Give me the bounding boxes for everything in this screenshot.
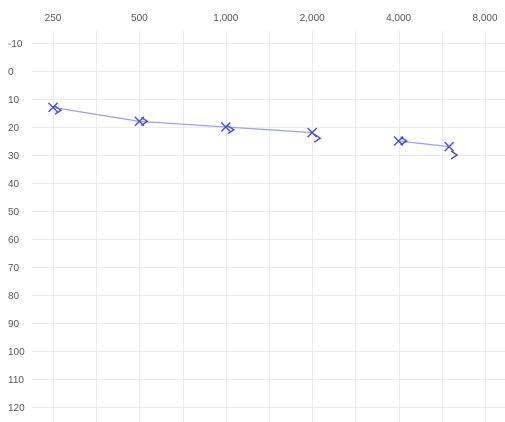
y-tick-label: 0 — [8, 67, 14, 78]
y-tick-label: 100 — [8, 347, 25, 358]
x-tick-label: 8,000 — [472, 13, 497, 24]
y-tick-label: 20 — [8, 123, 20, 134]
x-tick-label: 4,000 — [386, 13, 411, 24]
series-connector-lines — [52, 106, 450, 148]
marker-chevron — [400, 136, 408, 146]
marker-cross — [444, 141, 455, 152]
y-tick-label: 70 — [8, 263, 20, 274]
grid-lines — [32, 31, 505, 422]
x-tick-label: 250 — [45, 13, 62, 24]
y-tick-label: -10 — [8, 39, 23, 50]
y-tick-label: 50 — [8, 207, 20, 218]
y-tick-label: 80 — [8, 291, 20, 302]
connector-line — [52, 106, 313, 134]
x-tick-label: 500 — [131, 13, 148, 24]
x-axis-tick-labels: 250 500 1,000 2,000 4,000 8,000 — [45, 13, 498, 24]
x-tick-label: 2,000 — [300, 13, 325, 24]
y-tick-label: 40 — [8, 179, 20, 190]
x-tick-label: 1,000 — [213, 13, 238, 24]
marker-cross — [48, 102, 58, 113]
y-axis-tick-labels: -10 0 10 20 30 40 50 60 70 80 90 100 110 120 — [8, 39, 25, 414]
marker-chevron — [54, 105, 63, 115]
series-markers — [48, 102, 459, 160]
y-tick-label: 30 — [8, 151, 20, 162]
y-tick-label: 10 — [8, 95, 20, 106]
marker-cross — [220, 122, 231, 132]
y-tick-label: 60 — [8, 235, 20, 246]
connector-line — [398, 140, 450, 148]
y-tick-label: 110 — [8, 375, 24, 386]
marker-chevron — [227, 125, 236, 135]
marker-chevron — [141, 116, 149, 126]
y-tick-label: 120 — [8, 403, 25, 414]
y-tick-label: 90 — [8, 319, 20, 330]
marker-chevron — [313, 133, 322, 143]
marker-chevron — [450, 150, 459, 160]
